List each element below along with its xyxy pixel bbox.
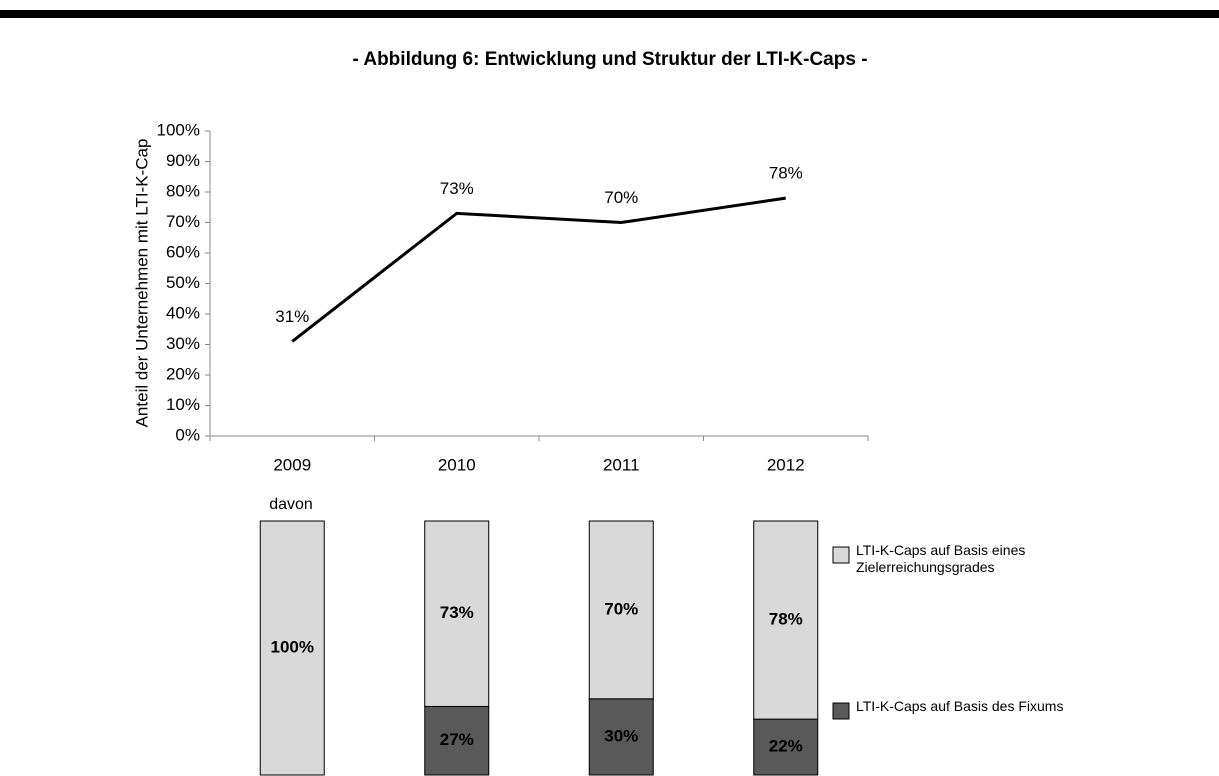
x-tick-label: 2009 bbox=[273, 455, 311, 474]
y-tick-label: 60% bbox=[166, 242, 200, 261]
data-label: 31% bbox=[275, 307, 309, 326]
y-tick-label: 100% bbox=[157, 120, 200, 139]
y-axis-label: Anteil der Unternehmen mit LTI-K-Cap bbox=[132, 139, 151, 428]
y-tick-label: 40% bbox=[166, 303, 200, 322]
data-label: 78% bbox=[769, 164, 803, 183]
y-tick-label: 90% bbox=[166, 151, 200, 170]
line bbox=[291, 196, 786, 343]
x-tick-label: 2011 bbox=[603, 455, 640, 474]
legend-label: LTI-K-Caps auf Basis des Fixums bbox=[856, 698, 1064, 714]
legend-label: LTI-K-Caps auf Basis eines Zielerreichun… bbox=[856, 542, 1026, 575]
x-tick-label: 2010 bbox=[438, 455, 476, 474]
bar-segment bbox=[259, 520, 325, 776]
legend-swatch bbox=[832, 702, 850, 720]
bar-label: 100% bbox=[271, 637, 314, 656]
bar-segment bbox=[753, 520, 819, 720]
top-rule bbox=[0, 10, 1219, 18]
bar-segment bbox=[753, 718, 819, 776]
bar-segment bbox=[588, 698, 654, 776]
annotation: davon bbox=[269, 496, 313, 513]
data-label: 73% bbox=[440, 179, 474, 198]
x-tick-label: 2012 bbox=[767, 455, 805, 474]
legend-swatch bbox=[832, 546, 850, 564]
bar-label: 22% bbox=[769, 737, 803, 756]
y-tick-label: 30% bbox=[166, 334, 200, 353]
data-label: 70% bbox=[604, 188, 638, 207]
y-tick-label: 10% bbox=[166, 395, 200, 414]
bar-label: 30% bbox=[604, 726, 638, 745]
y-tick-label: 0% bbox=[175, 425, 200, 444]
bar-segment bbox=[424, 520, 490, 707]
bar-label: 78% bbox=[769, 610, 803, 629]
y-tick-label: 70% bbox=[166, 212, 200, 231]
y-tick-label: 50% bbox=[166, 273, 200, 292]
y-tick-label: 20% bbox=[166, 364, 200, 383]
y-tick-label: 80% bbox=[166, 181, 200, 200]
bar-segment bbox=[588, 520, 654, 700]
bar-label: 70% bbox=[604, 599, 638, 618]
chart-title: - Abbildung 6: Entwicklung und Struktur … bbox=[352, 49, 867, 70]
bar-label: 27% bbox=[440, 730, 474, 749]
bar-label: 73% bbox=[440, 603, 474, 622]
